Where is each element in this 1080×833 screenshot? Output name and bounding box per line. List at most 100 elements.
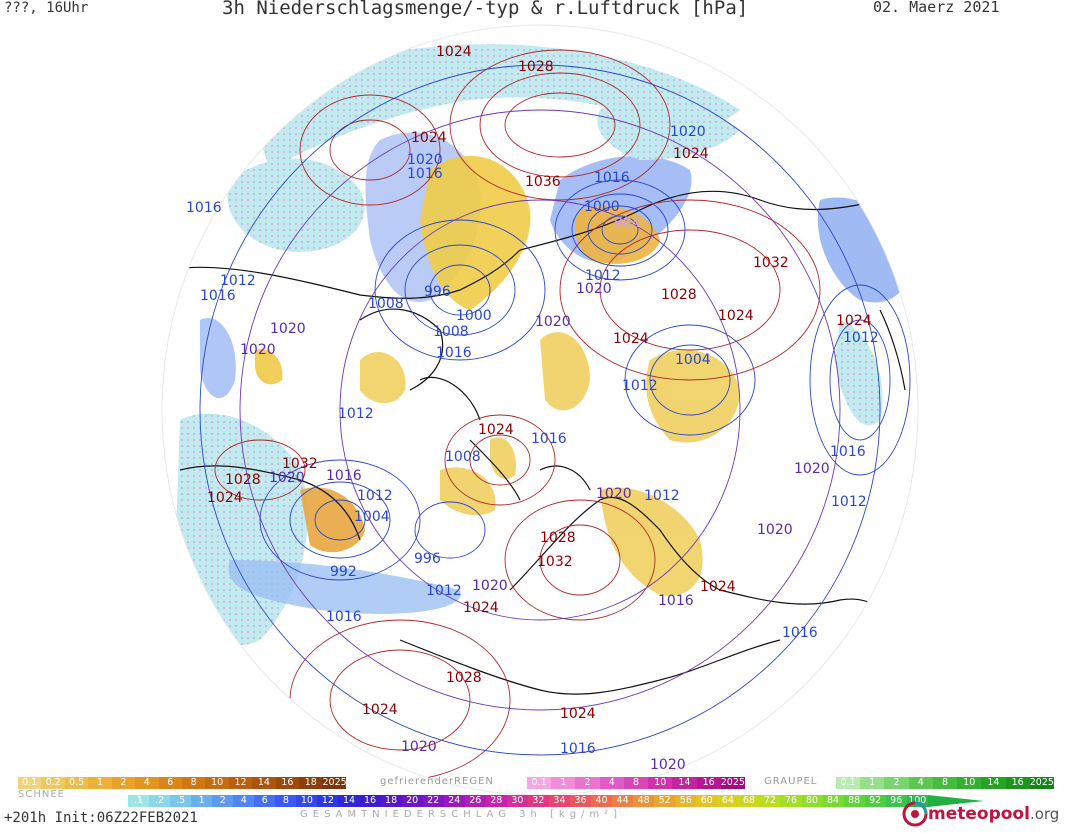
isobar-label: 1024	[560, 706, 596, 722]
isobar-label: 1016	[658, 593, 694, 609]
legend-cell: 4	[908, 777, 933, 789]
legend-cell: 2	[212, 795, 234, 807]
legend-cell: 56	[675, 795, 697, 807]
legend-cell: 52	[654, 795, 676, 807]
isobar-label: 1024	[411, 130, 447, 146]
init-time-label: +201h Init:06Z22FEB2021	[4, 810, 198, 826]
legend-cell: 8	[932, 777, 958, 789]
isobar-label: 1016	[200, 288, 236, 304]
isobar-label: 1024	[836, 313, 872, 329]
isobar-label: 1016	[594, 170, 630, 186]
legend-cell: 16	[359, 795, 381, 807]
legend-cell: 6	[158, 777, 182, 789]
isobar-label: 1028	[540, 530, 576, 546]
isobar-label: 1032	[282, 456, 318, 472]
map-disk	[162, 25, 918, 795]
legend-cell: 14	[672, 777, 697, 789]
isobar-label: 1036	[525, 174, 561, 190]
isobar-label: 1024	[463, 600, 499, 616]
legend-cell: 20	[401, 795, 423, 807]
isobar-label: 1012	[843, 330, 879, 346]
brand-suffix: .org	[1029, 805, 1060, 823]
isobar-label: 1020	[576, 281, 612, 297]
legend-cell: 0.2	[41, 777, 65, 789]
brand-name: meteopool	[928, 804, 1030, 824]
isobar-label: 1020	[596, 486, 632, 502]
isobar-label: 1000	[584, 199, 620, 215]
isobar-label: 1028	[225, 472, 261, 488]
isobar-label: 996	[414, 551, 441, 567]
isobar-label: 1012	[585, 268, 621, 284]
isobar-label: 1024	[718, 308, 754, 324]
isobar-label: 1004	[675, 352, 711, 368]
legend-cell: 0.1	[527, 777, 552, 789]
isobar-label: 1024	[700, 579, 736, 595]
isobar-label: 1020	[270, 321, 306, 337]
legend-cell: 14	[981, 777, 1006, 789]
isobar-label: 992	[330, 564, 357, 580]
legend-cell: 1	[860, 777, 885, 789]
legend-cell: 0.5	[64, 777, 89, 789]
legend-cell: 24	[443, 795, 465, 807]
isobar-label: 1012	[644, 488, 680, 504]
legend-cell: 1	[551, 777, 576, 789]
legend-cell: 88	[843, 795, 865, 807]
isobar-label: 996	[424, 284, 451, 300]
legend-cell: 12	[228, 777, 253, 789]
isobar-labels: 1024 1028 1024 1020 1016 1036 1016 1016 …	[186, 44, 879, 773]
legend-cell: 2	[884, 777, 909, 789]
isobar-label: 1012	[622, 378, 658, 394]
isobar-label: 1020	[670, 124, 706, 140]
legend-cell: 40	[591, 795, 613, 807]
legend-cell: 10	[205, 777, 229, 789]
legend-cell: 2	[111, 777, 136, 789]
legend-cell: 26	[464, 795, 486, 807]
legend-cell: 2025+	[720, 777, 745, 789]
legend-cell: 44	[612, 795, 634, 807]
isobar-label: 1032	[753, 255, 789, 271]
legend-cell: 28	[485, 795, 507, 807]
isobar-label: 1028	[446, 670, 482, 686]
meteopool-logo-icon	[902, 801, 928, 827]
legend-cell: 18	[299, 777, 323, 789]
legend-cell: 6	[254, 795, 276, 807]
legend-cell: 10	[296, 795, 318, 807]
legend-cell: 60	[696, 795, 718, 807]
legend-cell: 72	[759, 795, 781, 807]
legend-cell: 4	[599, 777, 624, 789]
legend-freezing-rain-title: gefrierenderREGEN	[380, 776, 494, 787]
isobar-label: 1004	[354, 509, 390, 525]
isobar-label: 1008	[433, 324, 469, 340]
isobar-label: 1016	[436, 345, 472, 361]
legend-cell: 68	[738, 795, 760, 807]
isobar-label: 1012	[220, 273, 256, 289]
brand-logo[interactable]: meteopool .org	[902, 801, 1059, 827]
isobar-label: 1012	[338, 406, 374, 422]
forecast-date: 02. Maerz 2021	[873, 0, 1000, 16]
legend-cell: 14	[338, 795, 360, 807]
isobar-label: 1024	[436, 44, 472, 60]
legend-cell: 8	[181, 777, 206, 789]
isobar-label: 1016	[407, 166, 443, 182]
isobar-label: 1016	[531, 431, 567, 447]
isobar-label: 1028	[518, 59, 554, 75]
legend-cell: 0.1	[18, 777, 42, 789]
legend-total-scale: .1.2.5 1 2 4 6 8 10 12 14 16 18 20 22 24 26 28 30 32 34 36 4…	[128, 795, 928, 807]
legend-cell: 4	[135, 777, 159, 789]
isobar-label: 1020	[407, 152, 443, 168]
isobar-label: 1020	[472, 578, 508, 594]
isobar-label: 1012	[426, 583, 462, 599]
legend-cell: 2	[575, 777, 600, 789]
isobar-label: 1020	[240, 342, 276, 358]
legend-cell: 8	[275, 795, 297, 807]
isobar-label: 1024	[613, 331, 649, 347]
isobar-label: 1024	[207, 490, 243, 506]
isobar-label: 1016	[830, 444, 866, 460]
legend-cell: 4	[233, 795, 255, 807]
legend-cell: 96	[885, 795, 907, 807]
isobar-label: 1012	[357, 488, 393, 504]
isobar-label: 1020	[757, 522, 793, 538]
legend-cell: 10	[957, 777, 982, 789]
